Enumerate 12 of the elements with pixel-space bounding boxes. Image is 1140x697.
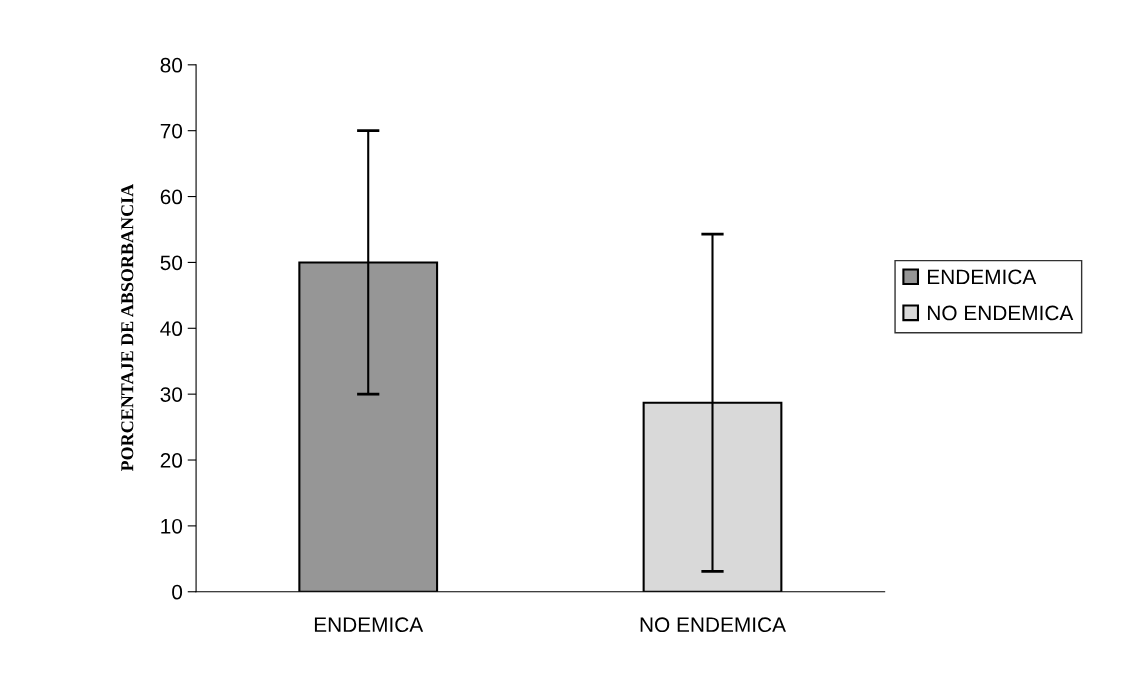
y-tick-label: 40 xyxy=(160,321,183,337)
y-tick-label: 70 xyxy=(160,123,183,139)
y-tick-label: 60 xyxy=(160,189,183,205)
y-axis-title: PORCENTAJE DE ABSORBANCIA xyxy=(121,183,134,472)
y-tick-label: 0 xyxy=(172,584,183,600)
y-tick-label: 80 xyxy=(160,57,183,73)
legend-label: ENDEMICA xyxy=(928,269,1037,285)
y-tick-label: 10 xyxy=(161,518,183,534)
y-tick-label: 50 xyxy=(160,255,183,271)
legend-label: NO ENDEMICA xyxy=(928,305,1074,321)
y-tick-label: 30 xyxy=(160,387,183,402)
y-tick-label: 20 xyxy=(160,453,183,468)
